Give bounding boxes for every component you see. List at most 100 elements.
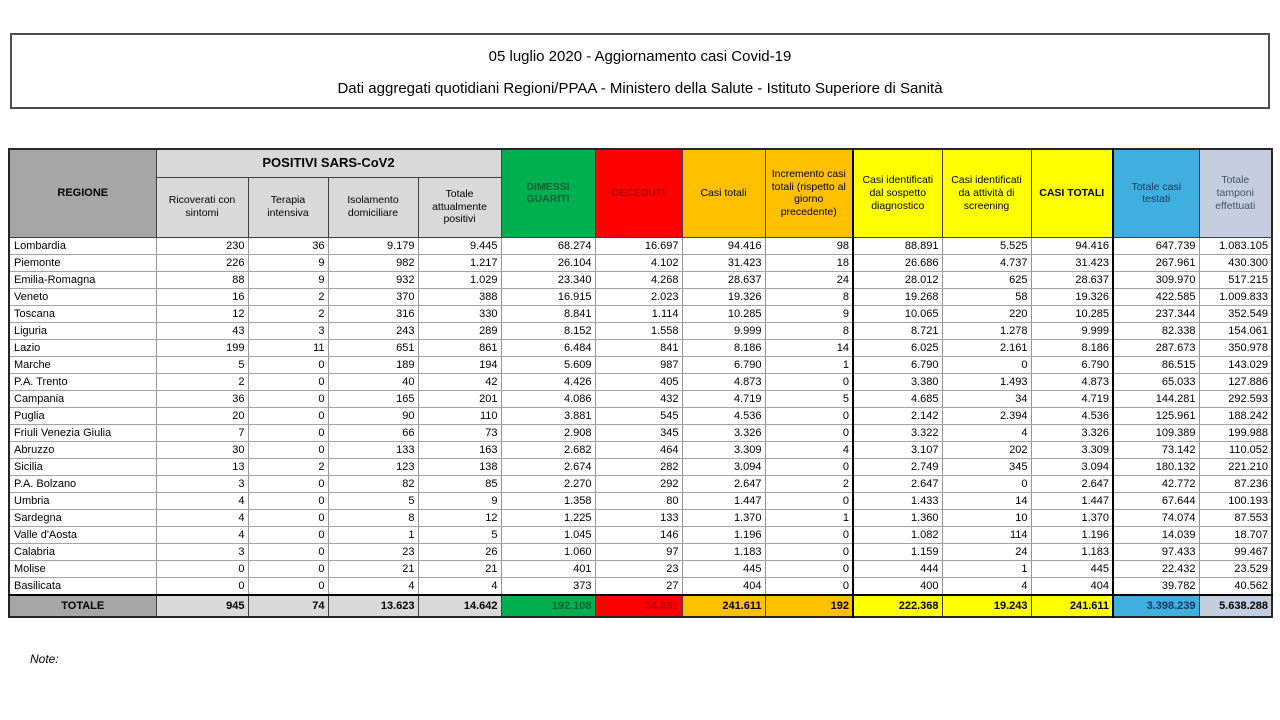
casi-sospetto-diagnostico-cell: 8.721 bbox=[852, 322, 943, 340]
incremento-casi-totali-total-cell: 192 bbox=[764, 593, 854, 617]
terapia-intensiva-cell: 0 bbox=[247, 356, 329, 374]
region-cell: Friuli Venezia Giulia bbox=[8, 424, 157, 442]
deceduti-cell: 23 bbox=[594, 560, 683, 578]
totale-attualmente-positivi-cell: 201 bbox=[417, 390, 502, 408]
casi-attivita-screening-cell: 4.737 bbox=[941, 254, 1032, 272]
isolamento-domiciliare-cell: 123 bbox=[327, 458, 419, 476]
deceduti-cell: 1.114 bbox=[594, 305, 683, 323]
totale-tamponi-effettuati-cell: 352.549 bbox=[1198, 305, 1273, 323]
ricoverati-con-sintomi-cell: 36 bbox=[155, 390, 249, 408]
dimessi-guariti-cell: 3.881 bbox=[500, 407, 596, 425]
totale-attualmente-positivi-cell: 26 bbox=[417, 543, 502, 561]
totale-casi-testati-cell: 74.074 bbox=[1112, 509, 1200, 527]
terapia-intensiva-cell: 36 bbox=[247, 237, 329, 255]
terapia-intensiva-cell: 0 bbox=[247, 560, 329, 578]
region-cell: Puglia bbox=[8, 407, 157, 425]
deceduti-cell: 345 bbox=[594, 424, 683, 442]
table-row: Toscana 12 2 316 330 8.841 1.114 10.285 9 10.065 2… bbox=[8, 305, 1273, 323]
isolamento-domiciliare-cell: 1 bbox=[327, 526, 419, 544]
terapia-intensiva-cell: 0 bbox=[247, 373, 329, 391]
terapia-intensiva-cell: 2 bbox=[247, 458, 329, 476]
ricoverati-con-sintomi-cell: 4 bbox=[155, 509, 249, 527]
totale-casi-testati-cell: 144.281 bbox=[1112, 390, 1200, 408]
totale-casi-testati-cell: 125.961 bbox=[1112, 407, 1200, 425]
casi-attivita-screening-cell: 4 bbox=[941, 424, 1032, 442]
casi-sospetto-diagnostico-cell: 2.749 bbox=[852, 458, 943, 476]
ricoverati-con-sintomi-cell: 2 bbox=[155, 373, 249, 391]
isolamento-domiciliare-cell: 4 bbox=[327, 577, 419, 595]
terapia-intensiva-cell: 0 bbox=[247, 424, 329, 442]
isolamento-domiciliare-cell: 21 bbox=[327, 560, 419, 578]
casi-sospetto-diagnostico-total-cell: 222.368 bbox=[852, 593, 943, 617]
terapia-intensiva-cell: 9 bbox=[247, 271, 329, 289]
column-header-totale-tamponi-effettuati: Totale tamponi effettuati bbox=[1198, 148, 1273, 238]
dimessi-guariti-cell: 373 bbox=[500, 577, 596, 595]
casi-sospetto-diagnostico-cell: 88.891 bbox=[852, 237, 943, 255]
column-header-incremento-casi-totali: Incremento casi totali (rispetto al gior… bbox=[764, 148, 854, 238]
deceduti-cell: 841 bbox=[594, 339, 683, 357]
ricoverati-con-sintomi-cell: 0 bbox=[155, 577, 249, 595]
incremento-casi-totali-cell: 0 bbox=[764, 526, 854, 544]
deceduti-cell: 27 bbox=[594, 577, 683, 595]
ricoverati-con-sintomi-cell: 30 bbox=[155, 441, 249, 459]
incremento-casi-totali-cell: 0 bbox=[764, 373, 854, 391]
ricoverati-con-sintomi-cell: 7 bbox=[155, 424, 249, 442]
isolamento-domiciliare-cell: 5 bbox=[327, 492, 419, 510]
totale-casi-testati-cell: 39.782 bbox=[1112, 577, 1200, 595]
dimessi-guariti-cell: 1.358 bbox=[500, 492, 596, 510]
casi-totali-2-cell: 3.309 bbox=[1030, 441, 1114, 459]
deceduti-cell: 545 bbox=[594, 407, 683, 425]
dimessi-guariti-cell: 23.340 bbox=[500, 271, 596, 289]
casi-totali-2-cell: 8.186 bbox=[1030, 339, 1114, 357]
table-row: P.A. Bolzano 3 0 82 85 2.270 292 2.647 2 2.647 0 2.… bbox=[8, 475, 1273, 493]
totale-casi-testati-cell: 22.432 bbox=[1112, 560, 1200, 578]
note-label: Note: bbox=[30, 652, 59, 666]
incremento-casi-totali-cell: 4 bbox=[764, 441, 854, 459]
totale-casi-testati-cell: 422.585 bbox=[1112, 288, 1200, 306]
report-header-box: 05 luglio 2020 - Aggiornamento casi Covi… bbox=[10, 33, 1270, 109]
casi-sospetto-diagnostico-cell: 400 bbox=[852, 577, 943, 595]
casi-totali-2-cell: 445 bbox=[1030, 560, 1114, 578]
column-header-regione: REGIONE bbox=[8, 148, 157, 238]
totale-attualmente-positivi-cell: 330 bbox=[417, 305, 502, 323]
totale-casi-testati-cell: 267.961 bbox=[1112, 254, 1200, 272]
terapia-intensiva-cell: 0 bbox=[247, 390, 329, 408]
incremento-casi-totali-cell: 0 bbox=[764, 543, 854, 561]
casi-totali-cell: 28.637 bbox=[681, 271, 766, 289]
table-row: Friuli Venezia Giulia 7 0 66 73 2.908 345 3.326… bbox=[8, 424, 1273, 442]
table-row: Basilicata 0 0 4 4 373 27 404 0 400 4 404 39.782 40.5… bbox=[8, 577, 1273, 595]
totale-tamponi-effettuati-cell: 1.009.833 bbox=[1198, 288, 1273, 306]
dimessi-guariti-cell: 4.426 bbox=[500, 373, 596, 391]
ricoverati-con-sintomi-cell: 12 bbox=[155, 305, 249, 323]
isolamento-domiciliare-cell: 23 bbox=[327, 543, 419, 561]
region-cell: Emilia-Romagna bbox=[8, 271, 157, 289]
totale-casi-testati-cell: 65.033 bbox=[1112, 373, 1200, 391]
casi-sospetto-diagnostico-cell: 1.159 bbox=[852, 543, 943, 561]
isolamento-domiciliare-cell: 8 bbox=[327, 509, 419, 527]
ricoverati-con-sintomi-cell: 4 bbox=[155, 492, 249, 510]
incremento-casi-totali-cell: 2 bbox=[764, 475, 854, 493]
totale-tamponi-effettuati-cell: 40.562 bbox=[1198, 577, 1273, 595]
column-header-dimessi-guariti: DIMESSI GUARITI bbox=[500, 148, 596, 238]
region-cell: Liguria bbox=[8, 322, 157, 340]
dimessi-guariti-cell: 2.682 bbox=[500, 441, 596, 459]
region-cell: Campania bbox=[8, 390, 157, 408]
casi-totali-2-cell: 3.326 bbox=[1030, 424, 1114, 442]
casi-totali-cell: 8.186 bbox=[681, 339, 766, 357]
casi-attivita-screening-cell: 1.278 bbox=[941, 322, 1032, 340]
totale-tamponi-effettuati-cell: 292.593 bbox=[1198, 390, 1273, 408]
casi-totali-2-total-cell: 241.611 bbox=[1030, 593, 1114, 617]
isolamento-domiciliare-cell: 316 bbox=[327, 305, 419, 323]
incremento-casi-totali-cell: 98 bbox=[764, 237, 854, 255]
column-header-totale-attualmente-positivi: Totale attualmente positivi bbox=[417, 176, 502, 238]
incremento-casi-totali-cell: 0 bbox=[764, 492, 854, 510]
deceduti-cell: 16.697 bbox=[594, 237, 683, 255]
isolamento-domiciliare-cell: 66 bbox=[327, 424, 419, 442]
isolamento-domiciliare-cell: 982 bbox=[327, 254, 419, 272]
totale-attualmente-positivi-cell: 138 bbox=[417, 458, 502, 476]
group-header-positivi-sars-cov2: POSITIVI SARS-CoV2 bbox=[155, 148, 502, 178]
totale-casi-testati-cell: 82.338 bbox=[1112, 322, 1200, 340]
casi-sospetto-diagnostico-cell: 1.082 bbox=[852, 526, 943, 544]
dimessi-guariti-cell: 6.484 bbox=[500, 339, 596, 357]
totale-casi-testati-cell: 86.515 bbox=[1112, 356, 1200, 374]
